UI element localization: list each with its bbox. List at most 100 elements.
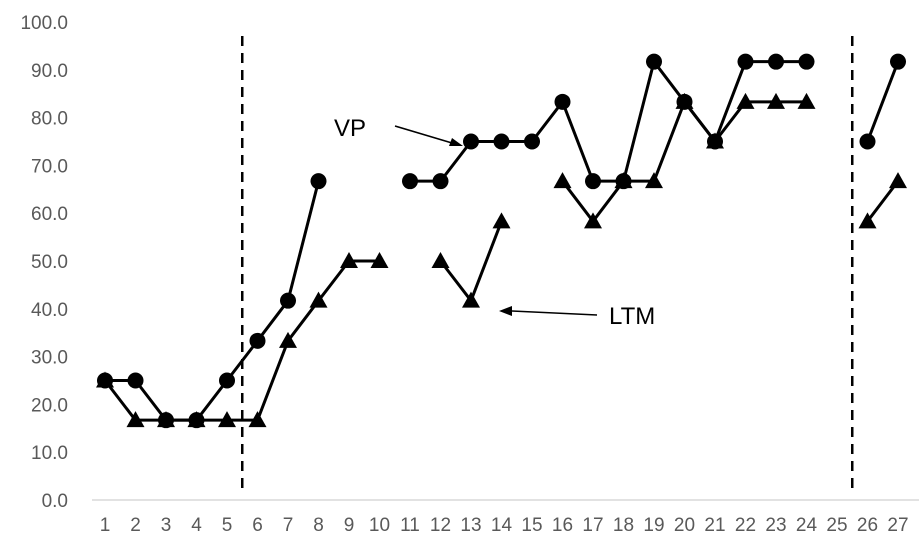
x-tick-label: 15 — [521, 515, 542, 536]
vp-point — [585, 173, 601, 190]
y-tick-label: 70.0 — [31, 156, 68, 177]
ltm-arrowhead — [499, 306, 512, 316]
phase-change-lines — [241, 36, 854, 494]
y-axis-tick-labels: 0.0 10.0 20.0 30.0 40.0 50.0 60.0 70.0 80.0 90.0 1… — [20, 13, 68, 512]
vp-point — [737, 53, 754, 70]
ltm-point — [309, 291, 328, 308]
y-tick-label: 50.0 — [31, 252, 68, 273]
vp-line-segment — [286, 179, 320, 303]
vp-point — [493, 133, 510, 150]
x-tick-label: 25 — [826, 515, 847, 536]
ltm-point — [370, 252, 389, 268]
ltm-label: LTM — [609, 303, 655, 330]
vp-point — [859, 133, 876, 150]
x-tick-label: 14 — [491, 515, 513, 536]
series-markers — [96, 53, 907, 429]
x-tick-label: 11 — [400, 515, 420, 536]
vp-line-segment — [134, 379, 168, 422]
y-tick-label: 30.0 — [31, 348, 68, 369]
vp-point — [646, 53, 662, 70]
ltm-line-segment — [652, 100, 686, 183]
vp-line-segment — [561, 100, 595, 183]
vp-line-segment — [530, 100, 564, 143]
vp-point — [310, 173, 327, 190]
y-tick-label: 80.0 — [31, 109, 68, 130]
ltm-point — [187, 411, 206, 428]
ltm-point — [797, 92, 816, 109]
y-tick-label: 0.0 — [42, 491, 68, 512]
vp-point — [249, 332, 266, 349]
ltm-point — [645, 172, 663, 189]
vp-line-segment — [225, 339, 259, 382]
x-tick-label: 24 — [796, 515, 818, 536]
x-tick-label: 19 — [643, 515, 664, 536]
x-tick-label: 17 — [582, 515, 603, 536]
vp-point — [127, 372, 144, 389]
ltm-point — [157, 411, 175, 428]
ltm-point — [675, 92, 694, 109]
vp-point — [768, 53, 784, 70]
vp-point — [219, 372, 235, 389]
ltm-point — [248, 411, 267, 428]
x-tick-label: 12 — [430, 515, 451, 536]
x-tick-label: 4 — [191, 515, 202, 536]
ltm-point — [279, 331, 297, 348]
x-tick-label: 22 — [735, 515, 756, 536]
ltm-point — [218, 411, 236, 428]
ltm-point — [492, 212, 511, 229]
x-tick-label: 21 — [704, 515, 725, 536]
vp-line-segment — [713, 60, 747, 143]
y-tick-label: 10.0 — [31, 443, 68, 464]
y-tick-label: 100.0 — [20, 13, 68, 34]
vp-point — [463, 133, 479, 150]
x-tick-label: 6 — [252, 515, 263, 536]
x-tick-label: 3 — [161, 515, 172, 536]
ltm-point — [889, 172, 907, 189]
vp-point — [890, 53, 906, 70]
y-tick-label: 60.0 — [31, 204, 68, 225]
vp-point — [798, 53, 815, 70]
x-tick-label: 8 — [313, 515, 324, 536]
ltm-point — [340, 252, 358, 268]
ltm-point — [767, 92, 785, 109]
ltm-line-segment — [469, 219, 503, 303]
ltm-point — [736, 92, 755, 109]
ltm-point — [462, 291, 480, 308]
x-tick-label: 2 — [130, 515, 141, 536]
vp-point — [524, 133, 540, 150]
x-tick-label: 1 — [100, 515, 111, 536]
x-tick-label: 13 — [460, 515, 481, 536]
x-tick-label: 27 — [887, 515, 908, 536]
series-lines — [103, 60, 900, 422]
vp-label: VP — [334, 115, 366, 142]
vp-line-segment — [256, 299, 290, 343]
x-tick-label: 20 — [674, 515, 695, 536]
ltm-point — [706, 132, 724, 149]
ltm-point — [126, 411, 145, 428]
ltm-point — [431, 252, 450, 268]
x-axis-tick-labels: 1 2 3 4 5 6 7 8 9 10 11 12 13 14 15 16 17 18 19 20 21 22 23 24 2… — [100, 515, 909, 536]
x-tick-label: 7 — [283, 515, 294, 536]
y-tick-label: 40.0 — [31, 300, 68, 321]
ltm-point — [584, 212, 602, 229]
vp-line-segment — [622, 60, 656, 183]
vp-arrow — [394, 125, 453, 144]
vp-point — [554, 93, 571, 110]
ltm-arrow — [511, 310, 598, 316]
x-tick-label: 16 — [552, 515, 573, 536]
x-tick-label: 18 — [613, 515, 634, 536]
ltm-line-segment — [256, 339, 290, 422]
vp-line-segment — [652, 60, 686, 104]
x-tick-label: 9 — [344, 515, 355, 536]
y-tick-label: 20.0 — [31, 395, 68, 416]
vp-line-segment — [195, 379, 229, 422]
x-tick-label: 23 — [765, 515, 786, 536]
vp-point — [402, 173, 418, 190]
ltm-point — [553, 172, 572, 189]
vp-point — [432, 173, 449, 190]
x-tick-label: 10 — [369, 515, 390, 536]
ltm-point — [96, 371, 114, 388]
x-tick-label: 5 — [222, 515, 233, 536]
vp-arrowhead — [449, 138, 463, 146]
